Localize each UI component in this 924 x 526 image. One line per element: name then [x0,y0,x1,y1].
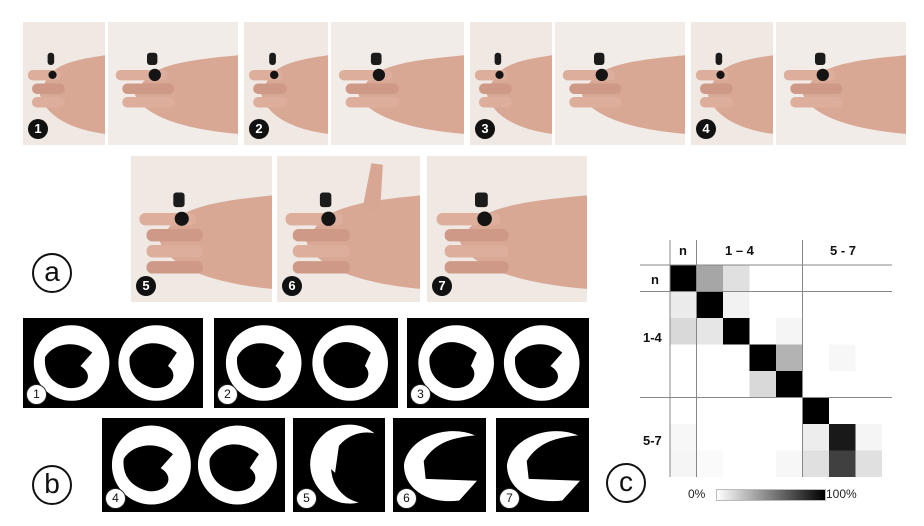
matrix-cell [776,318,803,345]
silhouette-mask-1: 1 [23,318,203,408]
matrix-cell [855,450,882,477]
panel-label-c: c [606,463,646,503]
gesture-number-badge: 7 [432,276,452,296]
silhouette-mask-5: 5 [293,418,385,512]
matrix-cell [749,371,776,398]
gesture-number-badge: 6 [282,276,302,296]
matrix-cell [776,371,803,398]
mask-number-badge: 4 [105,488,126,509]
hand-gesture-6-photo: 6 [277,156,420,302]
mask-number-badge: 3 [410,384,431,405]
matrix-row-label-n: n [651,272,659,287]
hand-gesture-4-photo: 4 [691,22,906,145]
matrix-col-label-1-4: 1 – 4 [725,243,754,258]
matrix-col-label-n: n [679,243,687,258]
silhouette-mask-4: 4 [102,418,285,512]
matrix-cell [802,450,829,477]
mask-number-badge: 6 [396,488,417,509]
confusion-matrix [640,240,892,477]
matrix-cell [696,265,723,292]
matrix-cell [723,265,750,292]
matrix-cell [696,291,723,318]
matrix-cell [670,450,697,477]
matrix-cell [776,344,803,371]
hand-gesture-5-photo: 5 [131,156,272,302]
mask-number-badge: 2 [217,384,238,405]
matrix-cell [829,424,856,451]
hand-gesture-1-photo: 1 [23,22,238,145]
mask-number-badge: 7 [499,488,520,509]
gesture-number-badge: 1 [28,119,48,139]
matrix-cell [829,450,856,477]
hand-gesture-7-photo: 7 [427,156,587,302]
matrix-cell [749,344,776,371]
gesture-number-badge: 2 [249,119,269,139]
gesture-number-badge: 4 [696,119,716,139]
colorbar-min-label: 0% [688,487,706,501]
matrix-cell [802,424,829,451]
mask-number-badge: 5 [296,488,317,509]
hand-gesture-2-photo: 2 [244,22,464,145]
matrix-cell [829,344,856,371]
panel-label-a: a [32,253,72,293]
matrix-col-label-5-7: 5 - 7 [830,243,857,258]
matrix-cell [776,450,803,477]
silhouette-mask-6: 6 [393,418,486,512]
matrix-cell [802,397,829,424]
matrix-cell [670,424,697,451]
matrix-row-label-5-7: 5-7 [643,433,662,448]
matrix-row-label-1-4: 1-4 [643,330,662,345]
matrix-cell [670,318,697,345]
matrix-cell [855,424,882,451]
matrix-cell [670,265,697,292]
silhouette-mask-7: 7 [496,418,589,512]
panel-label-b: b [32,465,72,505]
mask-number-badge: 1 [26,384,47,405]
colorbar [716,489,826,501]
matrix-cell [696,318,723,345]
colorbar-max-label: 100% [826,487,857,501]
gesture-number-badge: 3 [475,119,495,139]
matrix-cell [723,318,750,345]
matrix-cell [723,291,750,318]
matrix-cell [670,291,697,318]
silhouette-mask-2: 2 [214,318,398,408]
gesture-number-badge: 5 [136,276,156,296]
matrix-cell [696,450,723,477]
silhouette-mask-3: 3 [407,318,589,408]
hand-gesture-3-photo: 3 [470,22,685,145]
